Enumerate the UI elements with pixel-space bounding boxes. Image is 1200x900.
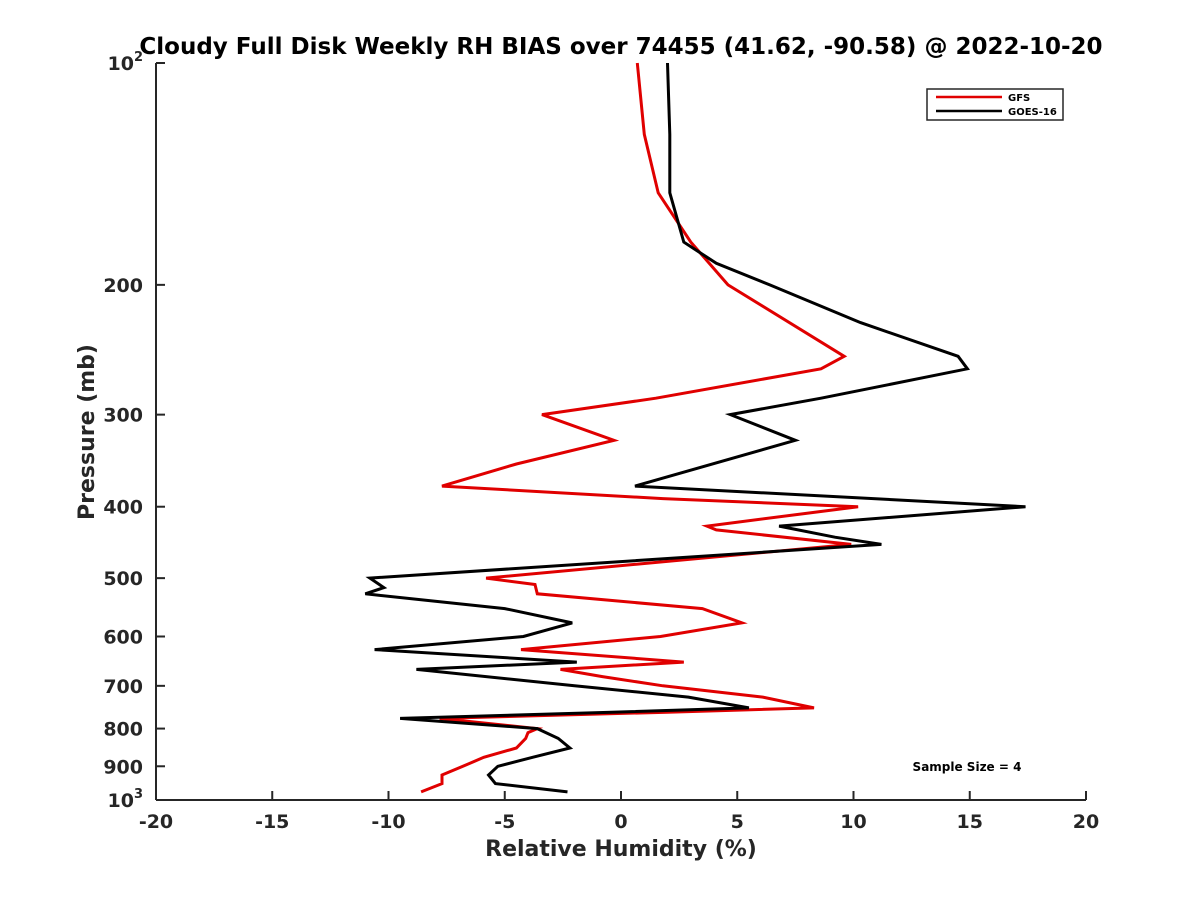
y-tick-label: 200 bbox=[103, 275, 143, 297]
y-axis-label: Pressure (mb) bbox=[75, 344, 100, 520]
y-tick-label: 500 bbox=[103, 568, 143, 590]
legend: GFS GOES-16 bbox=[926, 88, 1064, 121]
x-tick-label: 0 bbox=[614, 811, 627, 833]
series-line-goes-16 bbox=[364, 62, 1026, 794]
x-tick-label: -5 bbox=[494, 811, 515, 833]
y-tick-label: 300 bbox=[103, 405, 143, 427]
x-tick-label: 20 bbox=[1073, 811, 1099, 833]
x-tick-label: 5 bbox=[731, 811, 744, 833]
x-tick-label: 15 bbox=[957, 811, 983, 833]
sample-size-annotation: Sample Size = 4 bbox=[913, 760, 1022, 774]
y-tick-label: 600 bbox=[103, 626, 143, 648]
x-tick-label: -15 bbox=[255, 811, 289, 833]
y-ticks: 102 200 300 400 500 600 700 800 900 103 bbox=[103, 50, 165, 812]
y-tick-label: 400 bbox=[103, 497, 143, 519]
chart-title: Cloudy Full Disk Weekly RH BIAS over 744… bbox=[139, 34, 1102, 60]
x-tick-label: -10 bbox=[371, 811, 405, 833]
y-tick-label: 700 bbox=[103, 676, 143, 698]
x-axis-label: Relative Humidity (%) bbox=[485, 837, 757, 862]
legend-box bbox=[926, 88, 1064, 121]
y-tick-label: 103 bbox=[108, 787, 144, 812]
x-tick-label: -20 bbox=[139, 811, 173, 833]
y-tick-label: 102 bbox=[108, 50, 144, 75]
series-line-gfs bbox=[420, 62, 859, 794]
legend-label-goes-16: GOES-16 bbox=[1008, 107, 1057, 118]
x-ticks: -20 -15 -10 -5 0 5 10 15 20 bbox=[139, 791, 1099, 833]
legend-label-gfs: GFS bbox=[1008, 93, 1030, 104]
x-tick-label: 10 bbox=[840, 811, 866, 833]
y-tick-label: 800 bbox=[103, 719, 143, 741]
y-tick-label: 900 bbox=[103, 756, 143, 778]
series-layer bbox=[364, 62, 1026, 794]
